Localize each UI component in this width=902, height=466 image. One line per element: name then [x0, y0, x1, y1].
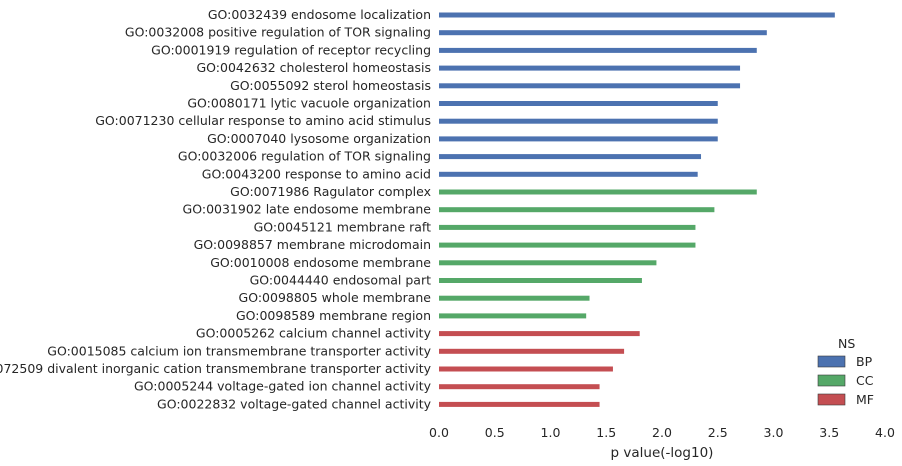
category-label: GO:0032439 endosome localization: [208, 7, 431, 22]
category-label: GO:0071230 cellular response to amino ac…: [95, 113, 431, 128]
legend-swatch: [817, 393, 846, 406]
bar: [439, 189, 757, 195]
bar: [439, 118, 718, 124]
category-label: GO:0032006 regulation of TOR signaling: [178, 149, 431, 164]
category-label: GO:0098589 membrane region: [236, 308, 431, 323]
category-label: GO:0055092 sterol homeostasis: [230, 78, 431, 93]
legend-label: MF: [856, 392, 874, 407]
bar: [439, 101, 718, 106]
category-label: GO:0042632 cholesterol homeostasis: [197, 60, 432, 75]
category-label: GO:0072509 divalent inorganic cation tra…: [0, 361, 432, 376]
bar: [439, 366, 613, 372]
bar: [439, 30, 767, 36]
bar: [439, 12, 835, 18]
legend: NS BP CC MF: [817, 336, 874, 407]
legend-label: CC: [856, 373, 874, 388]
category-label: GO:0001919 regulation of receptor recycl…: [151, 42, 431, 57]
x-tick-labels: 0.0 0.5 1.0 1.5 2.0 2.5 3.0 3.5 4.0: [429, 425, 895, 440]
legend-swatch: [817, 374, 846, 387]
bar: [439, 242, 696, 248]
category-labels: GO:0032439 endosome localization GO:00320…: [0, 7, 432, 411]
bar: [439, 278, 642, 283]
legend-entries: BP CC MF: [817, 354, 874, 407]
bar: [439, 260, 657, 266]
category-label: GO:0031902 late endosome membrane: [183, 202, 432, 217]
x-tick-label: 4.0: [875, 425, 895, 440]
category-label: GO:0005244 voltage-gated ion channel act…: [134, 379, 432, 394]
x-tick-label: 3.0: [764, 425, 784, 440]
bar: [439, 136, 718, 142]
category-label: GO:0071986 Ragulator complex: [230, 184, 431, 199]
bar: [439, 401, 600, 407]
x-tick-label: 0.0: [429, 425, 449, 440]
bar: [439, 171, 698, 177]
category-label: GO:0098805 whole membrane: [239, 290, 432, 305]
category-label: GO:0045121 membrane raft: [254, 219, 432, 234]
bar: [439, 313, 587, 319]
category-label: GO:0010008 endosome membrane: [210, 255, 431, 270]
x-tick-label: 1.0: [541, 425, 561, 440]
x-tick-label: 2.0: [652, 425, 672, 440]
category-label: GO:0022832 voltage-gated channel activit…: [157, 396, 432, 411]
category-label: GO:0007040 lysosome organization: [207, 131, 431, 146]
x-tick-label: 1.5: [596, 425, 616, 440]
category-label: GO:0044440 endosomal part: [250, 273, 432, 288]
category-label: GO:0032008 positive regulation of TOR si…: [125, 25, 431, 40]
legend-label: BP: [856, 354, 873, 369]
category-label: GO:0015085 calcium ion transmembrane tra…: [47, 343, 431, 358]
bars-layer: [439, 12, 835, 407]
bar: [439, 348, 625, 354]
category-label: GO:0098857 membrane microdomain: [194, 237, 431, 252]
legend-swatch: [817, 355, 846, 368]
bar: [439, 83, 741, 89]
bar: [439, 65, 741, 71]
category-label: GO:0043200 response to amino acid: [202, 166, 431, 181]
bar: [439, 295, 590, 301]
bar: [439, 207, 715, 213]
category-label: GO:0080171 lytic vacuole organization: [187, 96, 431, 111]
category-label: GO:0005262 calcium channel activity: [196, 326, 432, 341]
bar: [439, 331, 640, 337]
x-axis-title: p value(-log10): [611, 445, 714, 461]
x-tick-label: 2.5: [708, 425, 728, 440]
bar: [439, 154, 702, 160]
x-tick-label: 3.5: [819, 425, 839, 440]
legend-title: NS: [838, 336, 855, 351]
bar: [439, 224, 696, 230]
x-tick-label: 0.5: [485, 425, 505, 440]
bar: [439, 384, 600, 390]
bar: [439, 47, 757, 53]
